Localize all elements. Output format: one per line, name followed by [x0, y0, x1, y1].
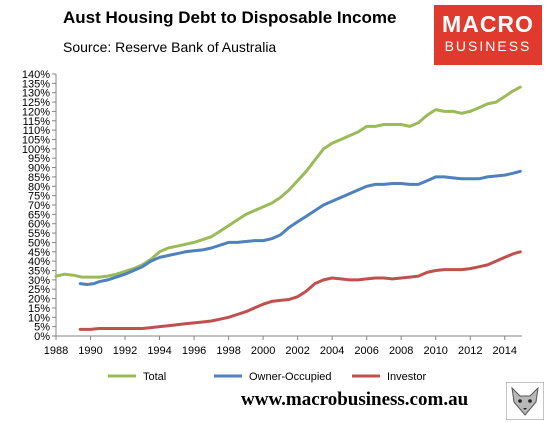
chart-axes: 0%5%10%15%20%25%30%35%40%45%50%55%60%65%… — [22, 69, 522, 357]
x-tick-label: 1994 — [147, 345, 171, 357]
website-url: www.macrobusiness.com.au — [241, 389, 469, 410]
y-tick-label: 140% — [22, 69, 50, 81]
y-tick-label: 30% — [28, 275, 50, 287]
line-chart: 0%5%10%15%20%25%30%35%40%45%50%55%60%65%… — [22, 69, 522, 383]
y-tick-label: 75% — [28, 191, 50, 203]
y-tick-label: 10% — [28, 312, 50, 324]
logo-line-macro: MACRO — [442, 11, 534, 37]
y-tick-label: 35% — [28, 266, 50, 278]
y-tick-label: 15% — [28, 303, 50, 315]
x-tick-label: 2012 — [458, 345, 482, 357]
y-tick-label: 20% — [28, 294, 50, 306]
y-tick-label: 50% — [28, 237, 50, 249]
y-tick-label: 135% — [22, 78, 50, 90]
series-line-total — [54, 85, 522, 279]
x-tick-label: 2000 — [251, 345, 275, 357]
y-tick-label: 55% — [28, 228, 50, 240]
y-tick-label: 125% — [22, 97, 50, 109]
x-tick-label: 2010 — [423, 345, 447, 357]
x-tick-label: 1988 — [44, 345, 68, 357]
y-tick-label: 110% — [23, 125, 51, 137]
series-line-owner-occupied — [78, 169, 522, 286]
y-tick-label: 95% — [28, 153, 50, 165]
y-tick-label: 60% — [28, 219, 50, 231]
x-tick-label: 1996 — [182, 345, 206, 357]
logo-line-business: BUSINESS — [444, 38, 532, 54]
y-tick-label: 105% — [22, 135, 50, 147]
x-tick-label: 1990 — [78, 345, 102, 357]
x-tick-label: 1992 — [113, 345, 137, 357]
x-tick-label: 2006 — [354, 345, 378, 357]
y-tick-label: 5% — [34, 322, 50, 334]
x-tick-label: 2004 — [320, 345, 344, 357]
legend-label-investor: Investor — [387, 371, 426, 383]
y-tick-label: 70% — [28, 200, 50, 212]
y-tick-label: 0% — [34, 331, 50, 343]
y-tick-label: 130% — [22, 88, 50, 100]
y-tick-label: 85% — [28, 172, 50, 184]
x-tick-label: 2002 — [285, 345, 309, 357]
x-tick-label: 1998 — [216, 345, 240, 357]
chart-series-layer — [54, 85, 522, 331]
x-tick-label: 2008 — [389, 345, 413, 357]
series-line-investor — [78, 250, 522, 331]
y-tick-label: 90% — [28, 163, 50, 175]
y-tick-label: 120% — [22, 106, 50, 118]
y-tick-label: 25% — [28, 284, 50, 296]
x-tick-label: 2014 — [492, 345, 516, 357]
legend-label-owner-occupied: Owner-Occupied — [249, 371, 332, 383]
chart-legend: Total Owner-Occupied Investor — [108, 371, 426, 383]
legend-label-total: Total — [143, 371, 166, 383]
y-tick-label: 40% — [28, 256, 50, 268]
y-tick-label: 80% — [28, 181, 50, 193]
fox-mascot-icon — [506, 382, 544, 420]
y-tick-label: 45% — [28, 247, 50, 259]
y-tick-label: 115% — [23, 116, 51, 128]
chart-subtitle: Source: Reserve Bank of Australia — [63, 39, 277, 55]
y-tick-label: 65% — [28, 209, 50, 221]
macrobusiness-logo: MACRO BUSINESS — [434, 5, 542, 65]
y-tick-label: 100% — [22, 144, 50, 156]
chart-title: Aust Housing Debt to Disposable Income — [63, 8, 397, 27]
